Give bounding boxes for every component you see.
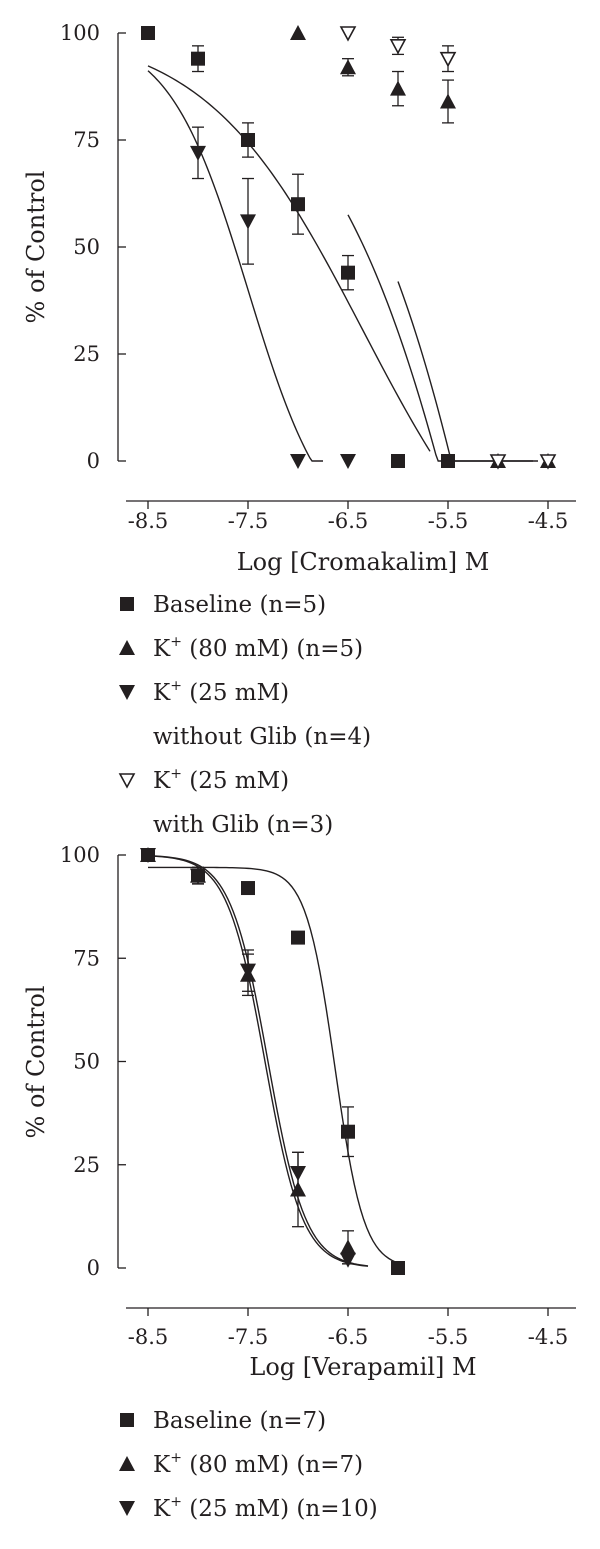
legend-entry: K+ (80 mM) (n=7) [153, 1450, 363, 1478]
legend-marker [119, 640, 135, 655]
data-point [140, 848, 156, 863]
fit-curve [147, 70, 323, 462]
legend-marker [119, 685, 135, 700]
data-point [340, 1239, 356, 1255]
y-tick-label: 75 [73, 128, 100, 152]
chart-panel-1: 0 25 50 75 100 -8.5 -7.5 -6.5 -5.5 -4.5 Log [Croma… [22, 21, 576, 838]
legend-entry: K+ (25 mM) (n=10) [153, 1494, 378, 1522]
legend-entry: K+ (25 mM) [153, 678, 289, 706]
x-tick-label: -4.5 [528, 509, 569, 533]
x-tick-label: -6.5 [328, 509, 369, 533]
data-point [341, 265, 355, 280]
x-axis-label: Log [Verapamil] M [249, 1353, 476, 1381]
y-tick-label: 0 [87, 1256, 100, 1280]
x-tick-label: -7.5 [228, 1325, 269, 1349]
x-tick-label: -8.5 [128, 1325, 169, 1349]
legend-entry: K+ (25 mM) [153, 766, 289, 794]
fit-curve [147, 65, 431, 452]
y-tick-label: 100 [60, 843, 100, 867]
legend-marker [119, 1456, 135, 1471]
x-tick-label: -6.5 [328, 1325, 369, 1349]
x-tick-label: -5.5 [428, 1325, 469, 1349]
data-point [290, 454, 306, 469]
data-point [290, 25, 306, 40]
data-point [440, 93, 456, 109]
y-tick-label: 25 [73, 342, 100, 366]
y-tick-label: 75 [73, 946, 100, 970]
data-point [339, 26, 357, 42]
data-point [190, 868, 206, 884]
data-point [391, 454, 405, 468]
chart-panel-2: 0 25 50 75 100 -8.5 -7.5 -6.5 -5.5 -4.5 Log [Verap… [22, 843, 576, 1522]
y-axis-label: % of Control [22, 171, 50, 324]
data-point [391, 1261, 405, 1275]
data-point [291, 197, 305, 212]
fit-curve [147, 855, 369, 1267]
y-tick-label: 0 [87, 449, 100, 473]
legend-marker [119, 1501, 135, 1516]
fit-curve [347, 214, 533, 462]
data-point [240, 214, 256, 230]
y-tick-label: 50 [73, 1050, 100, 1074]
data-point [241, 881, 255, 896]
data-point [489, 454, 507, 470]
data-point [439, 51, 457, 68]
x-tick-label: -4.5 [528, 1325, 569, 1349]
data-point [291, 930, 305, 945]
legend-entry: Baseline (n=5) [153, 592, 326, 618]
data-point [190, 145, 206, 161]
fit-curve [148, 866, 399, 1264]
data-point [539, 454, 557, 470]
data-point [390, 80, 406, 96]
y-axis-label: % of Control [22, 986, 50, 1139]
data-point [340, 1252, 356, 1268]
fit-curve [147, 855, 369, 1267]
y-tick-label: 50 [73, 235, 100, 259]
x-axis-label: Log [Cromakalim] M [237, 548, 490, 576]
legend-entry: Baseline (n=7) [153, 1408, 326, 1434]
x-tick-label: -8.5 [128, 509, 169, 533]
data-point [141, 26, 155, 40]
legend-marker [118, 773, 136, 789]
y-tick-label: 100 [60, 21, 100, 45]
data-point [240, 963, 256, 979]
legend-marker [120, 597, 134, 611]
x-tick-label: -5.5 [428, 509, 469, 533]
x-tick-label: -7.5 [228, 509, 269, 533]
data-point [341, 1124, 355, 1139]
legend-entry: K+ (80 mM) (n=5) [153, 634, 363, 662]
legend-marker [120, 1413, 134, 1427]
data-point [389, 39, 407, 55]
data-point [290, 1166, 306, 1182]
data-point [241, 133, 255, 147]
legend-entry: with Glib (n=3) [153, 812, 333, 838]
data-point [340, 59, 356, 75]
fit-curve [397, 281, 538, 462]
data-point [340, 454, 356, 469]
y-tick-label: 25 [73, 1153, 100, 1177]
legend-entry: without Glib (n=4) [153, 724, 371, 750]
data-point [191, 51, 205, 66]
